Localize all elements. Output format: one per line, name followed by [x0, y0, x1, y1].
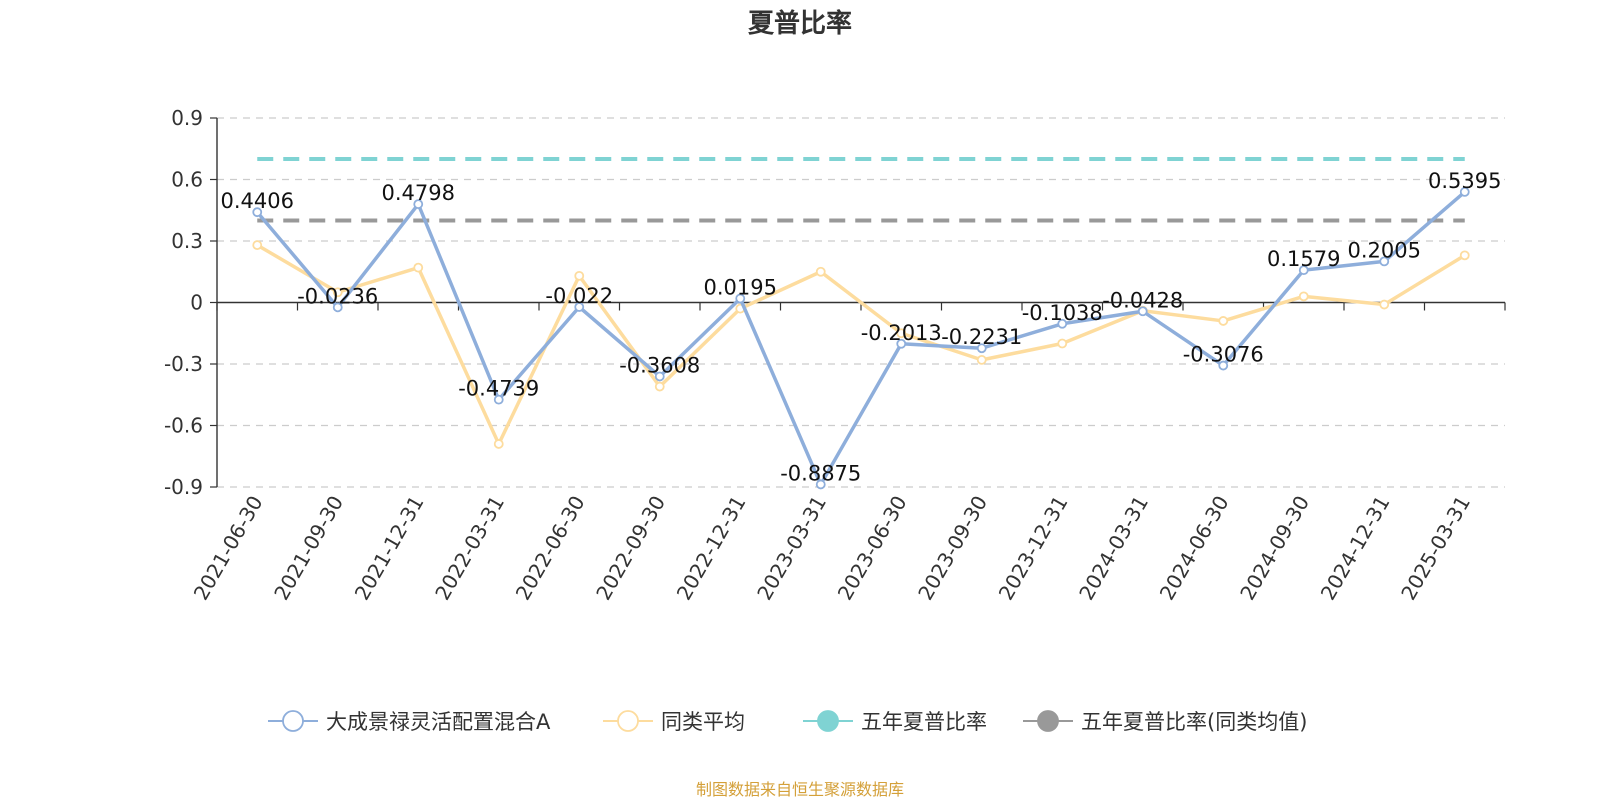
- data-label: -0.3076: [1183, 343, 1264, 367]
- x-tick-label: 2022-12-31: [672, 492, 751, 605]
- data-point: [413, 262, 424, 273]
- data-point: [1298, 265, 1309, 276]
- x-tick-label: 2021-12-31: [350, 492, 429, 605]
- series-line-1: [256, 243, 1466, 446]
- x-tick-label: 2022-06-30: [511, 492, 590, 605]
- x-tick-label: 2023-03-31: [752, 492, 831, 605]
- chart-title: 夏普比率: [748, 8, 852, 39]
- y-tick-label: -0.3: [164, 352, 203, 376]
- data-point: [332, 302, 343, 313]
- data-point: [1379, 256, 1390, 267]
- legend-label: 同类平均: [661, 710, 745, 734]
- data-label: -0.1038: [1022, 301, 1103, 325]
- x-tick-label: 2023-09-30: [913, 492, 992, 605]
- data-point: [574, 270, 585, 281]
- data-point: [1137, 306, 1148, 317]
- legend-item-0[interactable]: 大成景禄灵活配置混合A: [268, 710, 551, 734]
- data-label: -0.0428: [1102, 288, 1183, 312]
- data-label: -0.0236: [297, 284, 378, 308]
- data-point: [574, 302, 585, 312]
- data-label: -0.2231: [941, 325, 1022, 349]
- grid-lines: [217, 117, 1505, 488]
- y-tick-label: 0: [190, 291, 203, 315]
- data-point: [654, 371, 665, 382]
- y-tick-label: 0.9: [171, 106, 203, 130]
- data-point: [976, 343, 987, 354]
- data-label: 0.5395: [1428, 169, 1501, 193]
- x-tick-label: 2025-03-31: [1396, 492, 1475, 605]
- y-tick-label: 0.3: [171, 229, 203, 253]
- x-tick-label: 2024-12-31: [1316, 492, 1395, 605]
- series-lines: [252, 187, 1470, 490]
- legend-marker: [817, 710, 839, 732]
- reference-lines: [257, 157, 1465, 223]
- legend[interactable]: 大成景禄灵活配置混合A 同类平均 五年夏普比率 五年夏普比率(同类均值): [268, 710, 1307, 734]
- data-label: 0.2005: [1348, 238, 1421, 262]
- data-point: [1057, 318, 1068, 329]
- legend-label: 五年夏普比率: [861, 710, 987, 734]
- data-label: 0.0195: [704, 276, 777, 300]
- legend-item-2[interactable]: 五年夏普比率: [803, 710, 987, 734]
- data-label: -0.8875: [780, 461, 861, 485]
- x-tick-label: 2023-06-30: [833, 492, 912, 605]
- data-point: [976, 354, 987, 365]
- legend-item-1[interactable]: 同类平均: [603, 710, 745, 734]
- y-tick-label: -0.6: [164, 414, 203, 438]
- legend-item-3[interactable]: 五年夏普比率(同类均值): [1023, 710, 1307, 734]
- data-point: [815, 266, 826, 277]
- source-note: 制图数据来自恒生聚源数据库: [696, 780, 904, 799]
- data-point: [815, 479, 826, 490]
- data-label: -0.022: [545, 284, 613, 308]
- data-point: [1459, 250, 1470, 261]
- data-point: [1218, 360, 1229, 371]
- y-tick-label: 0.6: [171, 168, 203, 192]
- x-tick-label: 2024-09-30: [1235, 492, 1314, 605]
- data-point: [896, 338, 907, 349]
- data-label: 0.1579: [1267, 247, 1340, 271]
- data-point: [654, 381, 665, 392]
- data-point: [493, 439, 504, 449]
- x-tick-label: 2024-03-31: [1074, 492, 1153, 605]
- data-point: [735, 293, 746, 304]
- data-point: [1057, 338, 1068, 349]
- x-tick-label: 2022-09-30: [591, 492, 670, 605]
- legend-label: 五年夏普比率(同类均值): [1081, 710, 1307, 734]
- data-point: [332, 287, 343, 298]
- data-point: [1298, 291, 1309, 302]
- x-tick-label: 2022-03-31: [430, 492, 509, 605]
- x-tick-label: 2021-06-30: [189, 492, 268, 605]
- data-point: [413, 199, 424, 210]
- x-tick-label: 2021-09-30: [269, 492, 348, 605]
- x-tick-label: 2024-06-30: [1155, 492, 1234, 605]
- legend-label: 大成景禄灵活配置混合A: [326, 710, 551, 734]
- y-tick-label: -0.9: [164, 475, 203, 499]
- data-point: [896, 328, 907, 339]
- data-label: -0.2013: [861, 321, 942, 345]
- data-point: [252, 207, 263, 218]
- legend-marker: [617, 710, 639, 732]
- series-line-0: [255, 190, 1466, 487]
- data-point: [1379, 299, 1390, 310]
- data-point: [252, 240, 263, 251]
- data-label: 0.4406: [221, 189, 294, 213]
- x-tick-label: 2023-12-31: [994, 492, 1073, 605]
- legend-marker: [1037, 710, 1059, 732]
- data-point: [1218, 316, 1229, 326]
- data-labels: 0.4406 -0.0236 0.4798 -0.4739 -0.022 -0.3608 0…: [221, 169, 1502, 486]
- data-point: [1459, 187, 1470, 197]
- data-label: 0.4798: [382, 181, 455, 205]
- legend-marker: [282, 710, 304, 732]
- data-label: -0.4739: [458, 377, 539, 401]
- data-label: -0.3608: [619, 353, 700, 377]
- data-point: [493, 394, 504, 405]
